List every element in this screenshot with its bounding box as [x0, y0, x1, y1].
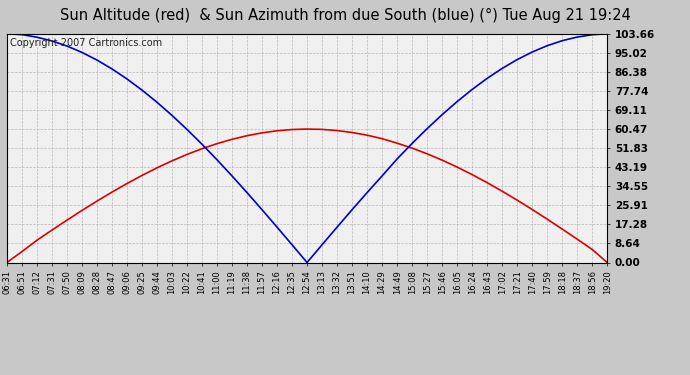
Text: Copyright 2007 Cartronics.com: Copyright 2007 Cartronics.com	[10, 38, 162, 48]
Text: Sun Altitude (red)  & Sun Azimuth from due South (blue) (°) Tue Aug 21 19:24: Sun Altitude (red) & Sun Azimuth from du…	[59, 8, 631, 22]
